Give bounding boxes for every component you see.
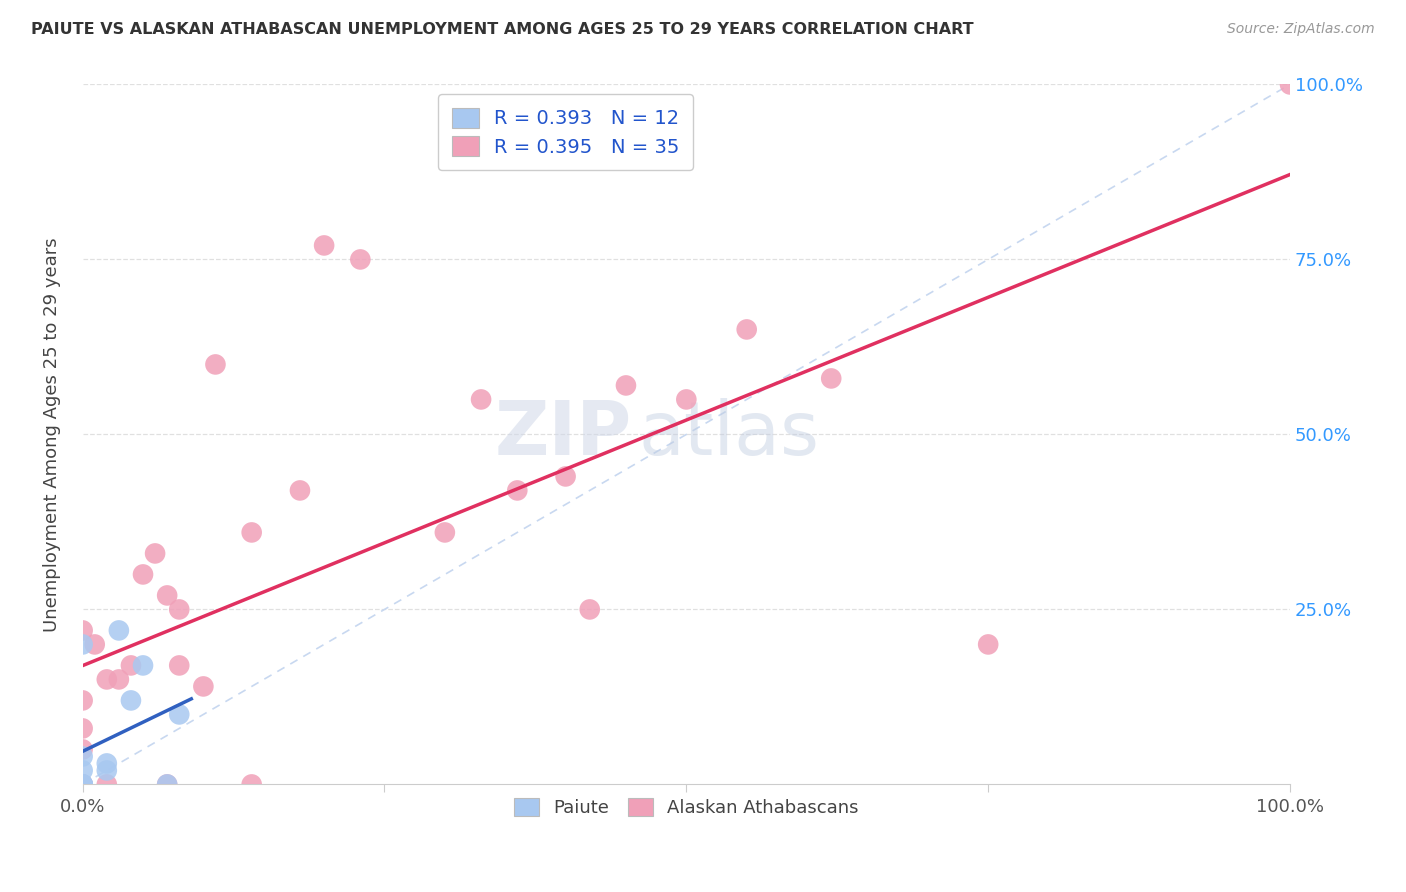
Point bbox=[132, 567, 155, 582]
Point bbox=[72, 722, 94, 736]
Point bbox=[83, 637, 105, 651]
Point bbox=[1279, 78, 1302, 92]
Text: ZIP: ZIP bbox=[495, 398, 633, 471]
Point bbox=[72, 742, 94, 756]
Point bbox=[72, 693, 94, 707]
Point bbox=[72, 764, 94, 778]
Point bbox=[72, 777, 94, 791]
Point bbox=[614, 378, 637, 392]
Point bbox=[108, 673, 131, 687]
Point bbox=[132, 658, 155, 673]
Text: Source: ZipAtlas.com: Source: ZipAtlas.com bbox=[1227, 22, 1375, 37]
Point bbox=[554, 469, 576, 483]
Point bbox=[120, 658, 142, 673]
Point bbox=[578, 602, 600, 616]
Point bbox=[288, 483, 311, 498]
Text: atlas: atlas bbox=[638, 398, 820, 471]
Point bbox=[506, 483, 529, 498]
Point bbox=[167, 658, 190, 673]
Text: PAIUTE VS ALASKAN ATHABASCAN UNEMPLOYMENT AMONG AGES 25 TO 29 YEARS CORRELATION : PAIUTE VS ALASKAN ATHABASCAN UNEMPLOYMEN… bbox=[31, 22, 973, 37]
Point bbox=[167, 707, 190, 722]
Point bbox=[96, 777, 118, 791]
Point bbox=[72, 777, 94, 791]
Legend: Paiute, Alaskan Athabascans: Paiute, Alaskan Athabascans bbox=[506, 790, 866, 824]
Point bbox=[193, 680, 215, 694]
Point bbox=[96, 673, 118, 687]
Point bbox=[735, 322, 758, 336]
Point bbox=[96, 756, 118, 771]
Point bbox=[96, 764, 118, 778]
Point bbox=[314, 238, 336, 252]
Point bbox=[72, 749, 94, 764]
Point bbox=[204, 358, 226, 372]
Point bbox=[167, 602, 190, 616]
Point bbox=[156, 589, 179, 603]
Point bbox=[72, 637, 94, 651]
Point bbox=[72, 777, 94, 791]
Point bbox=[240, 777, 263, 791]
Point bbox=[72, 777, 94, 791]
Point bbox=[675, 392, 697, 407]
Point bbox=[156, 777, 179, 791]
Point bbox=[977, 637, 1000, 651]
Point bbox=[433, 525, 456, 540]
Point bbox=[143, 546, 166, 560]
Point bbox=[108, 624, 131, 638]
Point bbox=[240, 525, 263, 540]
Point bbox=[72, 777, 94, 791]
Point bbox=[156, 777, 179, 791]
Point bbox=[470, 392, 492, 407]
Point bbox=[72, 624, 94, 638]
Y-axis label: Unemployment Among Ages 25 to 29 years: Unemployment Among Ages 25 to 29 years bbox=[44, 237, 60, 632]
Point bbox=[820, 371, 842, 385]
Point bbox=[120, 693, 142, 707]
Point bbox=[349, 252, 371, 267]
Point bbox=[72, 777, 94, 791]
